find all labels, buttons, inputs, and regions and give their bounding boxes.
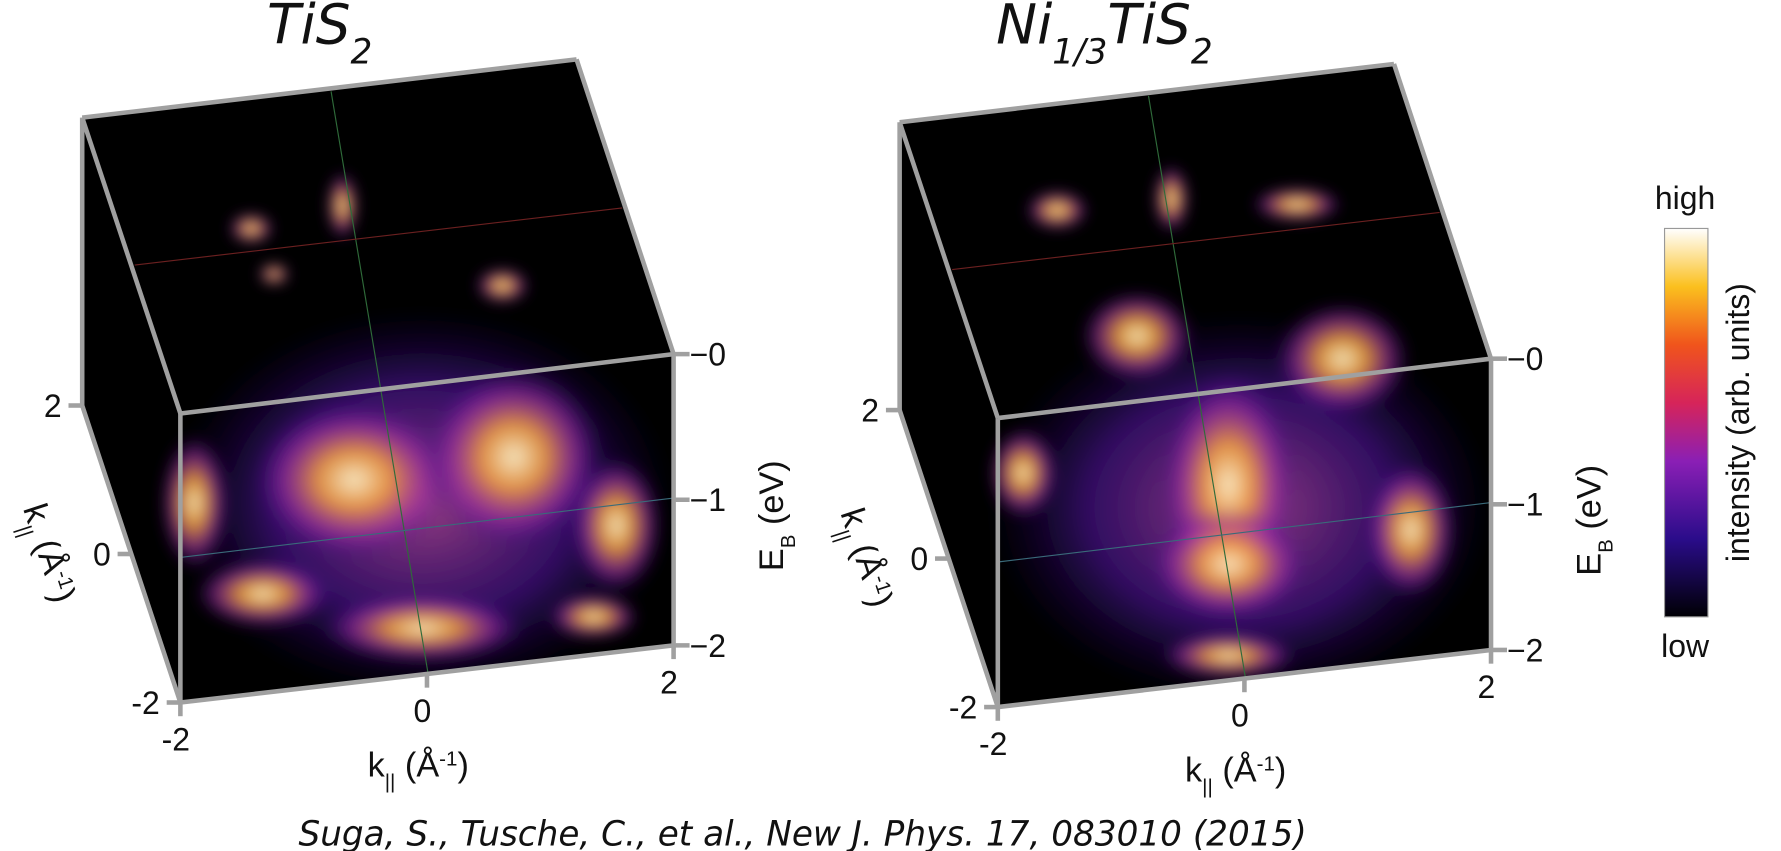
tick-label: 0 <box>1231 697 1249 733</box>
intensity-volume <box>988 164 1492 702</box>
label-part: (Å <box>1213 750 1257 789</box>
intensity-blob <box>251 399 457 560</box>
axis-label: k|| (Å-1) <box>825 503 901 614</box>
intensity-blob <box>1025 189 1090 231</box>
label-part: ) <box>457 747 468 785</box>
tick-label: -2 <box>162 721 190 757</box>
intensity-blob <box>326 171 359 240</box>
tick-label: 0 <box>910 541 928 577</box>
axis-label: EB (eV) <box>753 460 799 571</box>
axis-label: k|| (Å-1) <box>7 499 83 610</box>
intensity-blob <box>1153 164 1190 234</box>
tick-label: 2 <box>1478 669 1496 705</box>
label-part: ) <box>1275 751 1286 789</box>
intensity-blob <box>319 593 526 663</box>
cube-edge <box>897 121 1000 419</box>
intensity-blob <box>194 559 332 629</box>
title-part: TiS <box>1107 0 1190 56</box>
intensity-blob <box>1148 507 1309 622</box>
cube-edge <box>1391 63 1494 360</box>
label-part: E <box>753 548 791 571</box>
intensity-blob <box>570 456 663 594</box>
panel-title: TiS2 <box>267 0 372 72</box>
intensity-blob <box>1159 632 1297 679</box>
title-part: 2 <box>1191 32 1213 72</box>
axis-label: k|| (Å-1) <box>1185 750 1286 798</box>
label-part: k <box>15 499 57 528</box>
cube-edge <box>80 404 183 704</box>
intensity-blob <box>1251 186 1343 223</box>
tick-label: 2 <box>44 388 62 424</box>
tick-label: -2 <box>131 685 159 721</box>
title-part: 2 <box>351 32 373 72</box>
guide-line <box>134 207 623 266</box>
tick-label: −1 <box>1507 487 1543 523</box>
label-part: k <box>833 504 875 533</box>
cube-edge <box>997 356 1492 421</box>
intensity-blob <box>422 365 606 549</box>
tick-label: -2 <box>979 726 1007 762</box>
label-part: B <box>1594 539 1617 553</box>
label-part: E <box>1571 553 1609 576</box>
label-part: -1 <box>1257 752 1275 775</box>
intensity-blob <box>1365 461 1457 599</box>
cube-edge <box>574 58 676 355</box>
cube-edge <box>81 57 577 120</box>
tick-label: −2 <box>1507 632 1543 668</box>
cube-edge <box>80 116 183 415</box>
axis-label: k|| (Å-1) <box>368 746 469 794</box>
intensity-volume <box>159 171 674 697</box>
guide-line <box>997 502 1492 563</box>
colorbar-label: intensity (arb. units) <box>1720 283 1756 562</box>
intensity-blob <box>159 434 229 572</box>
tick-label: -2 <box>949 689 977 725</box>
label-part: k <box>368 747 386 785</box>
intensity-blob <box>1080 290 1195 382</box>
intensity-blob <box>988 427 1058 519</box>
tick-label: 0 <box>414 693 432 729</box>
citation: Suga, S., Tusche, C., et al., New J. Phy… <box>298 814 1306 851</box>
label-part: B <box>777 535 800 549</box>
title-part: 1/3 <box>1052 32 1107 72</box>
panel-title: Ni1/3TiS2 <box>996 0 1213 72</box>
label-part: (eV) <box>753 460 791 534</box>
intensity-blob <box>474 267 530 304</box>
tick-label: −1 <box>690 482 726 518</box>
intensity-blob <box>228 212 274 245</box>
colorbar-low: low <box>1661 628 1710 664</box>
tick-label: 2 <box>660 664 678 700</box>
colorbar: high low intensity (arb. units) <box>1655 180 1756 664</box>
intensity-blob <box>548 593 640 640</box>
intensity-blob <box>258 262 290 286</box>
guide-line <box>952 211 1440 271</box>
tick-label: −2 <box>690 628 726 664</box>
guide-line <box>180 497 674 559</box>
label-part: (eV) <box>1571 465 1609 539</box>
tick-label: −0 <box>690 337 726 373</box>
cube-edge <box>899 61 1395 125</box>
guide-line <box>1147 95 1247 679</box>
label-part: || <box>385 770 396 793</box>
tick-label: −0 <box>1507 341 1543 377</box>
label-part: k <box>1185 751 1203 789</box>
axis-label: EB (eV) <box>1571 465 1617 576</box>
tick-label: 0 <box>93 536 111 572</box>
label-part: || <box>1202 775 1213 798</box>
colorbar-scale <box>1663 227 1709 618</box>
label-part: -1 <box>439 747 457 770</box>
title-part: TiS <box>267 0 350 56</box>
label-part: (Å <box>395 746 439 785</box>
tick-label: 2 <box>861 392 879 428</box>
title-part: Ni <box>996 0 1052 56</box>
guide-line <box>330 91 429 675</box>
colorbar-high: high <box>1655 180 1715 216</box>
cube-edge <box>180 351 674 416</box>
intensity-blob <box>1274 301 1412 416</box>
